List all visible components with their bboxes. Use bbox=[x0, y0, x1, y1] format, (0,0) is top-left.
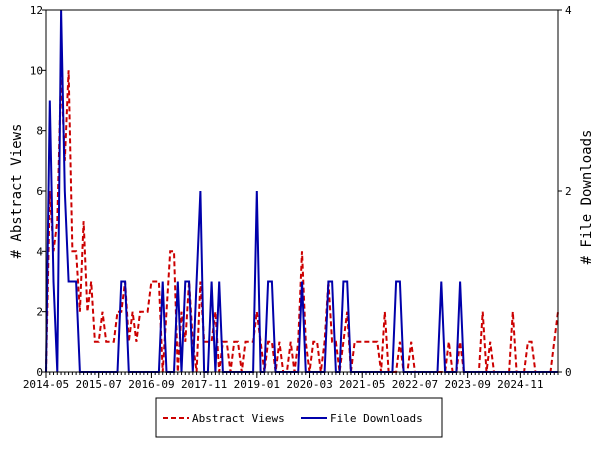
series-line-abstract-views bbox=[45, 70, 559, 373]
x-tick-label: 2014-05 bbox=[23, 378, 69, 391]
plot-frame bbox=[45, 9, 559, 373]
x-tick-label: 2022-07 bbox=[392, 378, 438, 391]
x-tick-label: 2015-07 bbox=[76, 378, 122, 391]
y-left-tick-label: 2 bbox=[36, 306, 43, 319]
x-tick-label: 2020-03 bbox=[286, 378, 332, 391]
x-axis-ticks: 2014-05 2015-07 2016-09 2017-11 2019-01 2020-… bbox=[23, 372, 559, 391]
plot-area bbox=[46, 10, 558, 372]
y-left-tick-label: 12 bbox=[30, 4, 43, 17]
left-axis-title: # Abstract Views bbox=[9, 124, 25, 259]
x-tick-label: 2017-11 bbox=[181, 378, 227, 391]
y-right-tick-label: 2 bbox=[565, 185, 572, 198]
x-tick-label: 2019-01 bbox=[234, 378, 280, 391]
legend-label-abstract-views: Abstract Views bbox=[192, 412, 285, 425]
legend-box bbox=[155, 397, 443, 438]
y-left-tick-label: 6 bbox=[36, 185, 43, 198]
x-tick-label: 2024-11 bbox=[497, 378, 543, 391]
left-axis-ticks: 0 2 4 6 8 10 12 bbox=[30, 4, 46, 379]
right-axis-ticks: 0 2 4 bbox=[558, 4, 572, 379]
y-right-tick-label: 0 bbox=[565, 366, 572, 379]
right-axis-title: # File Downloads bbox=[579, 130, 595, 265]
y-left-tick-label: 8 bbox=[36, 125, 43, 138]
y-left-tick-label: 10 bbox=[30, 64, 43, 77]
y-left-tick-label: 4 bbox=[36, 245, 43, 258]
x-tick-label: 2023-09 bbox=[444, 378, 490, 391]
legend: Abstract Views File Downloads bbox=[155, 397, 443, 438]
y-left-tick-label: 0 bbox=[36, 366, 43, 379]
y-right-tick-label: 4 bbox=[565, 4, 572, 17]
x-tick-label: 2021-05 bbox=[339, 378, 385, 391]
legend-label-file-downloads: File Downloads bbox=[330, 412, 423, 425]
x-tick-label: 2016-09 bbox=[128, 378, 174, 391]
